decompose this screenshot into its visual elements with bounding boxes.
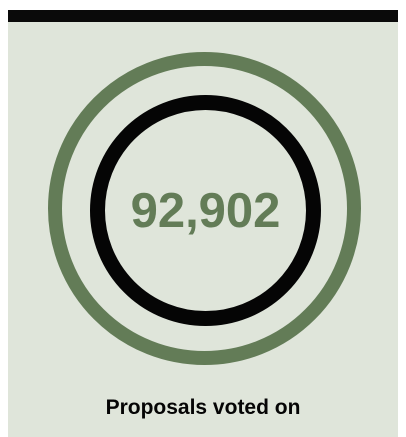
stat-card: 92,902 Proposals voted on <box>8 10 398 437</box>
stat-value: 92,902 <box>130 183 281 238</box>
top-bar <box>8 10 398 22</box>
stat-label: Proposals voted on <box>105 396 301 419</box>
